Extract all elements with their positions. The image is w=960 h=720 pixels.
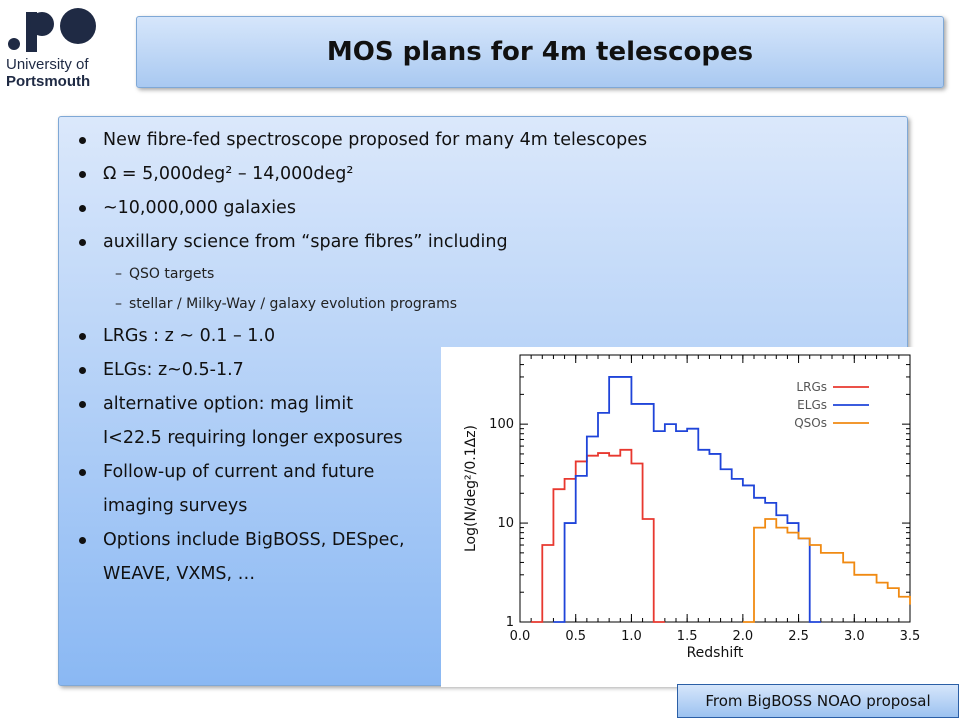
x-tick-label: 0.0 — [510, 629, 531, 644]
bullet-dot — [79, 333, 86, 340]
legend-label: LRGs — [796, 380, 827, 394]
bullet-text: QSO targets — [129, 266, 215, 282]
chart-panel: 0.0 0.5 1.0 1.5 2.0 2.5 3.0 3.5 1 10 100 Redshift Lo… — [441, 347, 960, 687]
logo-wordmark: University of Portsmouth — [6, 56, 90, 90]
sub-bullet: – stellar / Milky-Way / galaxy evolution … — [73, 289, 647, 319]
slide-title: MOS plans for 4m telescopes — [326, 37, 754, 67]
bullet-item: auxillary science from “spare fibres” in… — [73, 225, 647, 259]
bullet-item: ELGs: z~0.5-1.7 — [73, 353, 647, 387]
bullet-text: I<22.5 requiring longer exposures — [103, 428, 403, 448]
bullet-item: Follow-up of current and future — [73, 455, 647, 489]
logo-line1: University of — [6, 56, 89, 73]
x-tick-label: 3.0 — [844, 629, 865, 644]
series-elgs-line — [553, 376, 821, 623]
x-tick-label: 1.5 — [677, 629, 698, 644]
bullet-item: alternative option: mag limit — [73, 387, 647, 421]
bullet-item: Options include BigBOSS, DESpec, — [73, 523, 647, 557]
x-tick-label: 3.5 — [900, 629, 921, 644]
plot-frame — [519, 354, 911, 623]
bullet-text: New fibre-fed spectroscope proposed for … — [103, 130, 648, 150]
bullet-text: ELGs: z~0.5-1.7 — [103, 360, 244, 380]
bullet-text: auxillary science from “spare fibres” in… — [103, 232, 508, 252]
bullet-text: Ω = 5,000deg² – 14,000deg² — [103, 164, 354, 184]
bullet-dot — [79, 137, 86, 144]
bullet-text: alternative option: mag limit — [103, 394, 354, 414]
bullet-text: LRGs : z ~ 0.1 – 1.0 — [103, 326, 276, 346]
logo-dot-mid — [30, 12, 54, 36]
logo-bar — [26, 12, 37, 52]
title-banner: MOS plans for 4m telescopes — [136, 16, 944, 88]
bullet-dot — [79, 537, 86, 544]
bullet-dot — [79, 469, 86, 476]
bullet-text: WEAVE, VXMS, … — [103, 564, 256, 584]
x-tick-label: 0.5 — [565, 629, 586, 644]
bullet-dot — [79, 401, 86, 408]
x-tick-label: 2.0 — [733, 629, 754, 644]
y-axis-label: Log(N/deg²/0.1Δz) — [463, 425, 479, 552]
bullet-text: stellar / Milky-Way / galaxy evolution p… — [129, 296, 458, 312]
bullet-item: Ω = 5,000deg² – 14,000deg² — [73, 157, 647, 191]
bullet-list: New fibre-fed spectroscope proposed for … — [73, 123, 647, 591]
sub-bullet: – QSO targets — [73, 259, 647, 289]
bullet-dot — [79, 239, 86, 246]
bullet-continuation: I<22.5 requiring longer exposures — [73, 421, 647, 455]
dash-marker: – — [115, 266, 122, 282]
bullet-item: LRGs : z ~ 0.1 – 1.0 — [73, 319, 647, 353]
x-tick-label: 2.5 — [788, 629, 809, 644]
bullet-text: Options include BigBOSS, DESpec, — [103, 530, 405, 550]
redshift-distribution-chart: 0.0 0.5 1.0 1.5 2.0 2.5 3.0 3.5 1 10 100 Redshift Lo… — [463, 354, 921, 661]
legend-label: ELGs — [797, 398, 827, 412]
bullet-item: New fibre-fed spectroscope proposed for … — [73, 123, 647, 157]
university-logo — [8, 8, 96, 52]
bullet-text: ~10,000,000 galaxies — [103, 198, 296, 218]
x-axis-label: Redshift — [687, 645, 744, 661]
series-qsos-line — [742, 518, 911, 623]
series-lrgs-line — [531, 448, 665, 623]
bullet-text: imaging surveys — [103, 496, 248, 516]
logo-dot-large — [60, 8, 96, 44]
source-caption: From BigBOSS NOAO proposal — [677, 684, 959, 718]
y-tick-label: 100 — [489, 417, 514, 432]
logo-dot-small — [8, 38, 20, 50]
y-tick-label: 1 — [506, 615, 514, 630]
legend-label: QSOs — [794, 416, 827, 430]
bullet-continuation: WEAVE, VXMS, … — [73, 557, 647, 591]
dash-marker: – — [115, 296, 122, 312]
bullet-dot — [79, 205, 86, 212]
bullet-text: Follow-up of current and future — [103, 462, 375, 482]
x-tick-label: 1.0 — [621, 629, 642, 644]
y-tick-label: 10 — [497, 516, 514, 531]
bullet-continuation: imaging surveys — [73, 489, 647, 523]
bullet-item: ~10,000,000 galaxies — [73, 191, 647, 225]
logo-line2: Portsmouth — [6, 73, 91, 90]
bullet-dot — [79, 367, 86, 374]
bullet-dot — [79, 171, 86, 178]
